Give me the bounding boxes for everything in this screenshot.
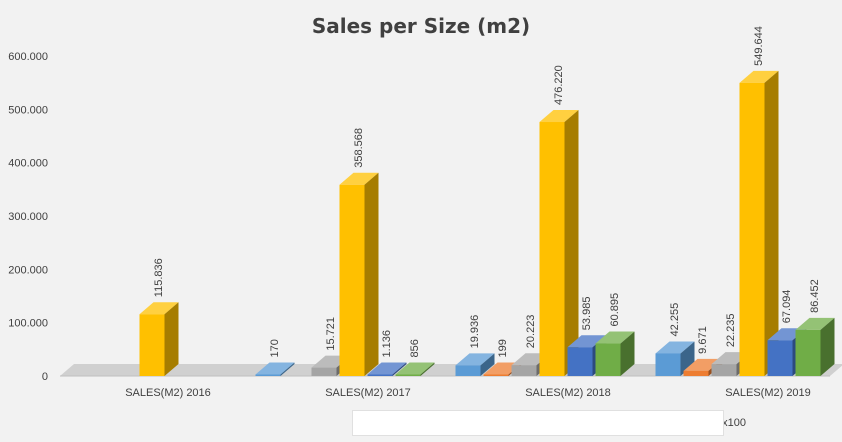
y-tick-label: 300.000: [8, 211, 48, 223]
bar-top-120x60: [683, 358, 723, 371]
data-label: 67.094: [781, 290, 793, 324]
x-category-label: SALES(M2) 2018: [525, 387, 611, 399]
bar-top-60x60: [339, 172, 379, 185]
chart-floor: [60, 364, 842, 376]
data-label: 476.220: [553, 65, 565, 105]
y-tick-label: 0: [42, 371, 48, 383]
data-label: 115.836: [153, 258, 165, 297]
bar-side-60x60: [564, 110, 579, 377]
data-label: 15.721: [325, 317, 337, 351]
y-tick-label: 100.000: [8, 318, 48, 330]
bar-top-80x80: [395, 362, 435, 375]
data-label: 1.136: [381, 330, 393, 358]
bar-side-120x30: [480, 353, 495, 376]
x-category-label: SALES(M2) 2019: [725, 387, 811, 399]
bar-60x30: [711, 364, 737, 376]
bar-120x30: [655, 353, 681, 376]
bar-80x40: [367, 374, 393, 376]
bar-side-80x80: [820, 317, 835, 376]
bar-side-120x30: [680, 341, 695, 376]
bar-top-80x40: [567, 335, 607, 348]
bar-60x60: [339, 184, 365, 376]
bar-top-80x80: [795, 317, 835, 330]
data-label: 86.452: [809, 279, 821, 313]
x-category-label: SALES(M2) 2017: [325, 387, 411, 399]
bar-side-80x40: [392, 362, 407, 376]
data-label: 170: [269, 339, 281, 357]
data-label: 53.985: [581, 297, 593, 331]
y-tick-label: 600.000: [8, 51, 48, 63]
bar-top-60x60: [139, 302, 179, 315]
bar-side-80x80: [420, 362, 435, 376]
bar-60x60: [739, 82, 765, 376]
bar-top-120x30: [655, 341, 695, 354]
legend: [352, 410, 724, 436]
bar-120x30: [255, 374, 281, 376]
bar-80x80: [395, 374, 421, 376]
data-label: 358.568: [353, 128, 365, 168]
data-label: 20.223: [525, 315, 537, 349]
bar-top-120x30: [455, 353, 495, 366]
bar-side-80x80: [620, 331, 635, 376]
bar-top-60x60: [739, 70, 779, 83]
bar-side-60x60: [164, 302, 179, 376]
data-label: 549.644: [753, 26, 765, 66]
chart-title: Sales per Size (m2): [311, 14, 531, 38]
bar-60x30: [311, 367, 337, 376]
data-label: 856: [409, 339, 421, 357]
data-label: 22.235: [725, 313, 737, 347]
bar-60x60: [539, 122, 565, 377]
data-label: 9.671: [697, 326, 709, 354]
data-label: 199: [497, 339, 509, 357]
bar-80x80: [795, 329, 821, 376]
bar-80x40: [567, 347, 593, 376]
y-tick-label: 200.000: [8, 264, 48, 276]
data-label: 19.936: [469, 315, 481, 349]
bar-side-60x60: [764, 70, 779, 376]
bar-top-80x40: [367, 362, 407, 375]
bar-top-80x80: [595, 331, 635, 344]
bar-60x30: [511, 365, 537, 376]
bar-120x60: [683, 370, 709, 376]
bar-top-60x60: [539, 110, 579, 123]
bar-120x60: [483, 374, 509, 376]
bar-80x80: [595, 343, 621, 376]
x-category-label: SALES(M2) 2016: [125, 387, 211, 399]
bar-side-60x60: [364, 172, 379, 376]
data-label: 60.895: [609, 293, 621, 327]
bar-120x30: [455, 365, 481, 376]
bar-top-120x30: [255, 362, 295, 375]
bar-side-120x30: [280, 362, 295, 376]
y-tick-label: 400.000: [8, 158, 48, 170]
bar-60x60: [139, 314, 165, 376]
y-tick-label: 500.000: [8, 104, 48, 116]
bar-80x40: [767, 340, 793, 376]
data-label: 42.255: [669, 303, 681, 337]
